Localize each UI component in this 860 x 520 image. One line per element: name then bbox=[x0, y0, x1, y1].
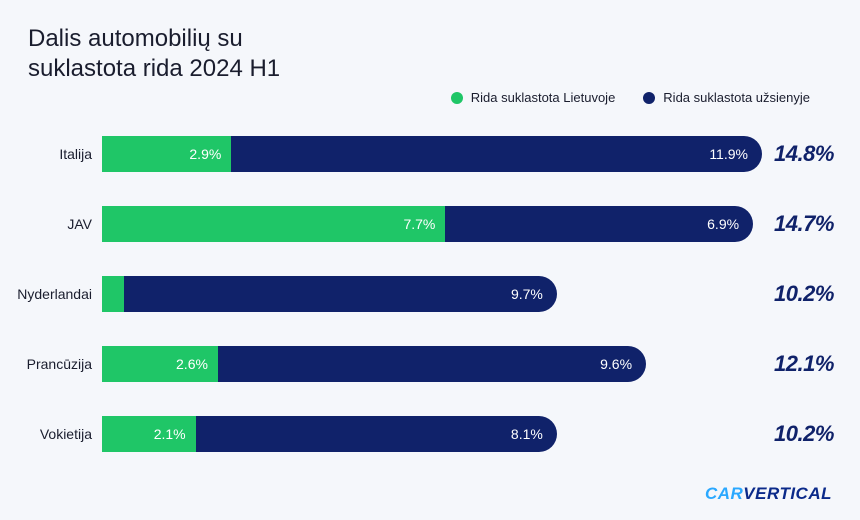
row-total: 10.2% bbox=[762, 281, 860, 307]
brand-part1: CAR bbox=[705, 484, 743, 503]
bar-segment-green: 0.5% bbox=[102, 276, 124, 312]
chart-title: Dalis automobilių su suklastota rida 202… bbox=[28, 24, 280, 84]
brand-logo: CARVERTICAL bbox=[705, 484, 832, 504]
row-total: 12.1% bbox=[762, 351, 860, 377]
bar-value-green: 2.6% bbox=[176, 356, 208, 372]
bar-segment-navy: 11.9% bbox=[231, 136, 762, 172]
bar-segment-green: 2.6% bbox=[102, 346, 218, 382]
bar-value-navy: 6.9% bbox=[707, 216, 739, 232]
bar-area: 7.7% 6.9% bbox=[102, 206, 762, 242]
bar-segment-navy: 8.1% bbox=[196, 416, 557, 452]
legend-item-lithuania: Rida suklastota Lietuvoje bbox=[451, 90, 616, 105]
chart-row: Vokietija 2.1% 8.1% 10.2% bbox=[0, 410, 860, 458]
chart-row: Nyderlandai0.5% 9.7% 10.2% bbox=[0, 270, 860, 318]
bar-area: 2.9% 11.9% bbox=[102, 136, 762, 172]
bar-segment-green: 7.7% bbox=[102, 206, 445, 242]
category-label: Italija bbox=[0, 146, 102, 162]
legend-label: Rida suklastota Lietuvoje bbox=[471, 90, 616, 105]
row-total: 14.7% bbox=[762, 211, 860, 237]
row-total: 10.2% bbox=[762, 421, 860, 447]
bar-area: 2.1% 8.1% bbox=[102, 416, 762, 452]
chart-row: JAV 7.7% 6.9% 14.7% bbox=[0, 200, 860, 248]
bar-value-green: 2.9% bbox=[189, 146, 221, 162]
category-label: Prancūzija bbox=[0, 356, 102, 372]
bar-value-green: 2.1% bbox=[154, 426, 186, 442]
legend-item-abroad: Rida suklastota užsienyje bbox=[643, 90, 810, 105]
bar-segment-navy: 6.9% bbox=[445, 206, 753, 242]
category-label: Vokietija bbox=[0, 426, 102, 442]
bar-segment-green: 2.9% bbox=[102, 136, 231, 172]
bar-area: 2.6% 9.6% bbox=[102, 346, 762, 382]
bar-value-navy: 8.1% bbox=[511, 426, 543, 442]
category-label: JAV bbox=[0, 216, 102, 232]
bar-value-navy: 11.9% bbox=[709, 146, 748, 162]
category-label: Nyderlandai bbox=[0, 286, 102, 302]
chart-row: Prancūzija 2.6% 9.6% 12.1% bbox=[0, 340, 860, 388]
legend: Rida suklastota Lietuvoje Rida suklastot… bbox=[451, 90, 810, 105]
bar-segment-navy: 9.7% bbox=[124, 276, 557, 312]
legend-dot-navy bbox=[643, 92, 655, 104]
bar-value-navy: 9.7% bbox=[511, 286, 543, 302]
brand-part2: VERTICAL bbox=[743, 484, 832, 503]
bar-value-navy: 9.6% bbox=[600, 356, 632, 372]
legend-dot-green bbox=[451, 92, 463, 104]
bar-area: 0.5% 9.7% bbox=[102, 276, 762, 312]
bar-segment-navy: 9.6% bbox=[218, 346, 646, 382]
legend-label: Rida suklastota užsienyje bbox=[663, 90, 810, 105]
bar-segment-green: 2.1% bbox=[102, 416, 196, 452]
chart-row: Italija 2.9% 11.9% 14.8% bbox=[0, 130, 860, 178]
bar-chart: Italija 2.9% 11.9% 14.8% JAV 7.7% 6.9% 14.7% Nyd… bbox=[0, 130, 860, 480]
bar-value-green: 7.7% bbox=[403, 216, 435, 232]
row-total: 14.8% bbox=[762, 141, 860, 167]
